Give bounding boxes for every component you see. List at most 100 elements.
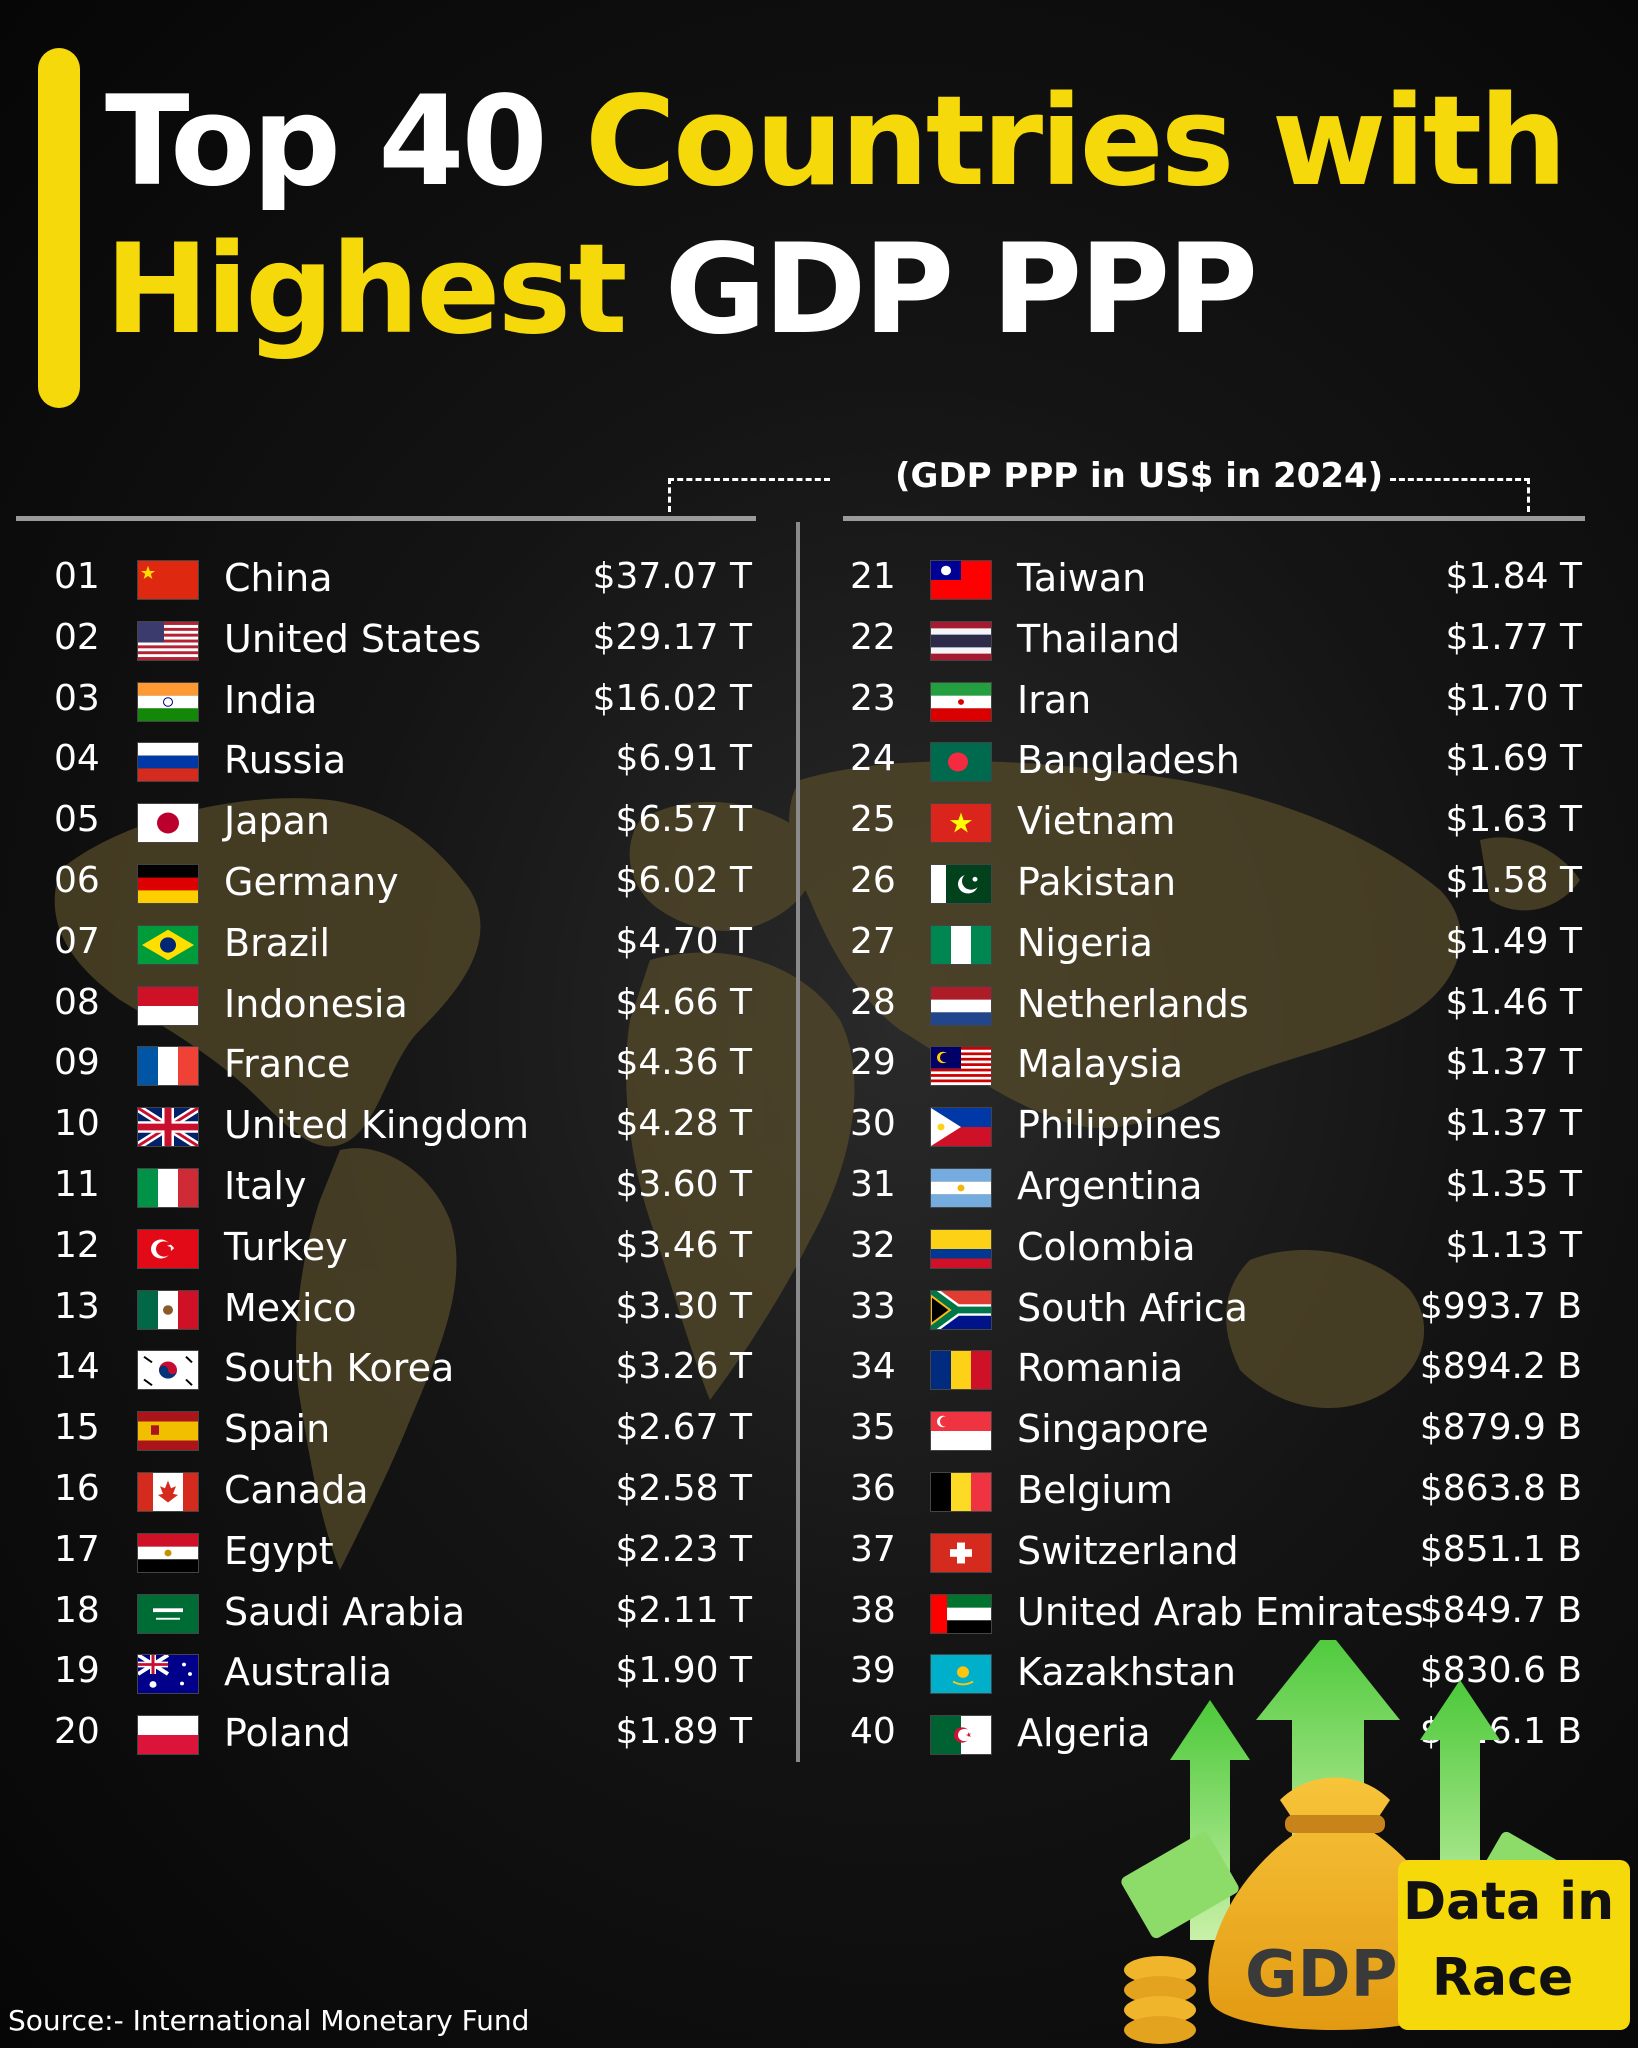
table-row-algeria: 40 Algeria $826.1 B [840, 1705, 1630, 1766]
ranking-column-right: 21 Taiwan $1.84 T 22 Thailand $1.77 T 23 Iran $1… [840, 550, 1630, 1766]
rank-number: 01 [54, 556, 100, 597]
title-line2-white: GDP PPP [664, 218, 1258, 362]
country-name: South Korea [224, 1346, 455, 1391]
rank-number: 03 [54, 677, 100, 719]
nigeria-flag-icon [930, 924, 992, 965]
rank-number: 29 [850, 1042, 896, 1084]
kazakhstan-flag-icon [930, 1654, 992, 1695]
column-divider [796, 522, 800, 1762]
logo-race-text: Race [1432, 1948, 1574, 2008]
country-name: Spain [224, 1407, 331, 1452]
malaysia-flag-icon [930, 1046, 992, 1087]
gdp-value: $4.28 T [615, 1103, 753, 1145]
table-row-iran: 23 Iran $1.70 T [840, 672, 1630, 733]
rank-number: 22 [850, 616, 896, 658]
mexico-flag-icon [137, 1289, 199, 1330]
rank-number: 24 [850, 738, 896, 780]
rank-number: 26 [850, 859, 896, 901]
rank-number: 09 [54, 1042, 100, 1084]
country-name: Indonesia [224, 981, 408, 1026]
country-name: Mexico [224, 1285, 357, 1330]
thailand-flag-icon [930, 620, 992, 661]
table-row-south-africa: 33 South Africa $993.7 B [840, 1280, 1630, 1341]
table-row-bangladesh: 24 Bangladesh $1.69 T [840, 732, 1630, 793]
gdp-value: $1.49 T [1445, 920, 1583, 962]
gdp-value: $2.67 T [615, 1407, 753, 1449]
rank-number: 35 [850, 1407, 896, 1449]
subtitle: (GDP PPP in US$ in 2024) [895, 456, 1384, 496]
table-row-spain: 15 Spain $2.67 T [0, 1401, 760, 1462]
rank-number: 15 [54, 1407, 100, 1449]
title-line1-white: Top 40 [105, 70, 585, 214]
table-row-brazil: 07 Brazil $4.70 T [0, 915, 760, 976]
saudi-arabia-flag-icon [137, 1593, 199, 1634]
iran-flag-icon [930, 681, 992, 722]
country-name: Philippines [1017, 1103, 1222, 1148]
country-name: Netherlands [1017, 981, 1249, 1026]
uk-flag-icon [137, 1107, 199, 1148]
header-rule-left [16, 516, 756, 521]
table-row-egypt: 17 Egypt $2.23 T [0, 1523, 760, 1584]
south-korea-flag-icon [137, 1350, 199, 1391]
table-row-taiwan: 21 Taiwan $1.84 T [840, 550, 1630, 611]
germany-flag-icon [137, 863, 199, 904]
poland-flag-icon [137, 1715, 199, 1756]
table-row-canada: 16 Canada $2.58 T [0, 1462, 760, 1523]
table-row-poland: 20 Poland $1.89 T [0, 1705, 760, 1766]
table-row-belgium: 36 Belgium $863.8 B [840, 1462, 1630, 1523]
table-row-switzerland: 37 Switzerland $851.1 B [840, 1523, 1630, 1584]
rank-number: 04 [54, 738, 100, 780]
rank-number: 21 [850, 556, 896, 597]
rank-number: 14 [54, 1346, 100, 1388]
country-name: United Kingdom [224, 1103, 530, 1148]
country-name: Egypt [224, 1528, 334, 1573]
table-row-malaysia: 29 Malaysia $1.37 T [840, 1036, 1630, 1097]
rank-number: 19 [54, 1650, 100, 1692]
brazil-flag-icon [137, 924, 199, 965]
country-name: Iran [1017, 677, 1092, 722]
rank-number: 11 [54, 1163, 100, 1205]
table-row-romania: 34 Romania $894.2 B [840, 1340, 1630, 1401]
table-row-nigeria: 27 Nigeria $1.49 T [840, 915, 1630, 976]
philippines-flag-icon [930, 1107, 992, 1148]
gdp-value: $1.89 T [615, 1711, 753, 1753]
gdp-value: $863.8 B [1419, 1467, 1582, 1509]
rank-number: 16 [54, 1467, 100, 1509]
rank-number: 05 [54, 799, 100, 841]
rank-number: 37 [850, 1528, 896, 1570]
rank-number: 17 [54, 1528, 100, 1570]
rank-number: 40 [850, 1711, 896, 1753]
rank-number: 02 [54, 616, 100, 658]
country-name: Russia [224, 738, 347, 783]
gdp-value: $830.6 B [1419, 1650, 1582, 1692]
gdp-value: $1.37 T [1445, 1042, 1583, 1084]
country-name: Colombia [1017, 1224, 1196, 1269]
rank-number: 20 [54, 1711, 100, 1753]
page-title: Top 40 Countries with Highest GDP PPP [105, 68, 1567, 364]
table-row-singapore: 35 Singapore $879.9 B [840, 1401, 1630, 1462]
belgium-flag-icon [930, 1471, 992, 1512]
gdp-value: $1.69 T [1445, 738, 1583, 780]
gdp-value: $16.02 T [592, 677, 752, 719]
gdp-value: $2.23 T [615, 1528, 753, 1570]
france-flag-icon [137, 1046, 199, 1087]
table-row-colombia: 32 Colombia $1.13 T [840, 1219, 1630, 1280]
vietnam-flag-icon [930, 803, 992, 844]
gdp-value: $851.1 B [1419, 1528, 1582, 1570]
gdp-value: $3.46 T [615, 1224, 753, 1266]
netherlands-flag-icon [930, 985, 992, 1026]
gdp-value: $29.17 T [592, 616, 752, 658]
country-name: Saudi Arabia [224, 1589, 466, 1634]
gdp-value: $849.7 B [1419, 1589, 1582, 1631]
country-name: Bangladesh [1017, 738, 1240, 783]
gdp-value: $3.60 T [615, 1163, 753, 1205]
rank-number: 38 [850, 1589, 896, 1631]
us-flag-icon [137, 620, 199, 661]
country-name: Malaysia [1017, 1042, 1184, 1087]
rank-number: 08 [54, 981, 100, 1023]
country-name: Pakistan [1017, 859, 1177, 904]
country-name: Singapore [1017, 1407, 1209, 1452]
gdp-value: $993.7 B [1419, 1285, 1582, 1327]
rank-number: 39 [850, 1650, 896, 1692]
gdp-value: $1.13 T [1445, 1224, 1583, 1266]
